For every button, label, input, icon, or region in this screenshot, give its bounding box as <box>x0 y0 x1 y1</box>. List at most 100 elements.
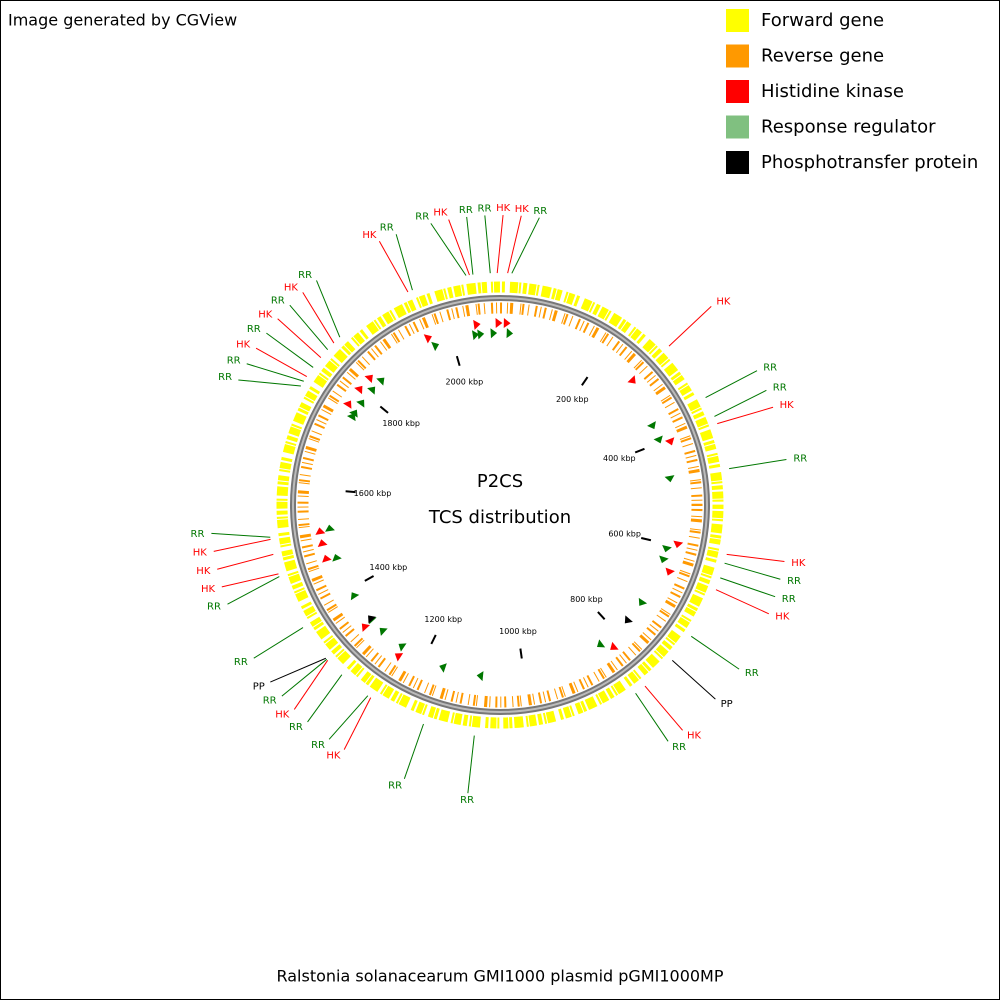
feature-mark <box>325 524 335 532</box>
feature-mark <box>315 527 326 535</box>
feature-label: RR <box>773 383 787 394</box>
feature-mark <box>638 597 648 606</box>
feature-label: RR <box>298 270 312 281</box>
callout-line <box>211 532 271 538</box>
legend-label: Histidine kinase <box>761 81 904 102</box>
feature-mark <box>506 328 514 339</box>
callout-line <box>403 723 424 779</box>
feature-mark <box>398 643 407 652</box>
feature-mark <box>379 627 388 636</box>
feature-mark <box>361 623 370 632</box>
tick-mark <box>634 447 645 454</box>
feature-mark <box>431 341 440 352</box>
legend-swatch <box>726 9 749 32</box>
legend-label: Reverse gene <box>761 46 884 67</box>
callout-line <box>255 347 308 378</box>
tick-mark <box>640 537 652 542</box>
feature-mark <box>627 375 636 384</box>
feature-mark <box>647 421 656 430</box>
callout-line <box>467 735 475 794</box>
feature-label: RR <box>227 355 241 366</box>
callout-line <box>289 304 329 350</box>
legend: Forward gene Reverse gene Histidine kinase… <box>726 9 978 174</box>
tick-label: 400 kbp <box>603 454 636 463</box>
tick-mark <box>345 490 356 494</box>
feature-mark <box>332 553 342 562</box>
callout-line <box>217 553 274 570</box>
feature-mark <box>664 475 675 483</box>
feature-label: RR <box>763 362 777 373</box>
feature-mark <box>346 413 356 422</box>
feature-mark <box>471 330 480 341</box>
feature-mark <box>673 540 684 549</box>
tick-label: 200 kbp <box>556 395 589 404</box>
callout-line <box>266 332 314 368</box>
callout-line <box>714 389 767 417</box>
feature-label: RR <box>478 203 492 214</box>
callout-line <box>302 292 335 344</box>
feature-label: RR <box>415 212 429 223</box>
callout-line <box>726 553 785 562</box>
tick-mark <box>455 355 461 367</box>
callout-line <box>246 363 304 382</box>
feature-label: RR <box>311 740 325 751</box>
feature-mark <box>659 555 669 564</box>
map-title: Ralstonia solanacearum GMI1000 plasmid p… <box>276 967 723 986</box>
callout-line <box>448 219 470 276</box>
callout-line <box>253 627 304 659</box>
feature-label: HK <box>275 709 290 720</box>
callout-line <box>729 459 787 470</box>
header: Image generated by CGView <box>8 11 237 30</box>
callout-line <box>715 589 770 615</box>
feature-mark <box>350 592 360 601</box>
feature-mark <box>664 437 675 446</box>
callout-line <box>705 370 758 398</box>
backbone-highlight <box>292 297 708 713</box>
tick-mark <box>430 634 437 645</box>
tick-label: 800 kbp <box>570 595 603 604</box>
feature-label: RR <box>388 780 402 791</box>
feature-label: RR <box>263 696 277 707</box>
callout-line <box>227 576 280 605</box>
feature-mark <box>376 377 385 386</box>
callout-line <box>328 695 369 740</box>
callout-line <box>511 217 540 274</box>
feature-label: HK <box>201 584 216 595</box>
tick-label: 1800 kbp <box>382 419 420 428</box>
feature-label: HK <box>775 611 790 622</box>
callout-line <box>221 573 279 588</box>
feature-label: HK <box>362 230 377 241</box>
feature-mark <box>503 318 511 329</box>
feature-label: HK <box>780 400 795 411</box>
feature-mark <box>490 328 498 339</box>
feature-label: HK <box>236 339 251 350</box>
callout-line <box>724 562 781 580</box>
feature-mark <box>349 409 358 418</box>
feature-label: RR <box>459 205 473 216</box>
feature-label: RR <box>234 657 248 668</box>
feature-label: RR <box>787 576 801 587</box>
feature-mark <box>364 374 373 383</box>
feature-mark <box>367 386 376 395</box>
feature-label: PP <box>253 681 265 692</box>
feature-mark <box>596 639 606 648</box>
feature-mark <box>662 544 672 553</box>
feature-label: HK <box>791 558 806 569</box>
feature-mark <box>653 435 663 444</box>
feature-label: HK <box>326 750 341 761</box>
center-label: P2CS <box>477 471 523 492</box>
tick-label: 1400 kbp <box>370 563 408 572</box>
feature-label: HK <box>515 204 530 215</box>
tick-label: 1200 kbp <box>424 615 462 624</box>
center-label: TCS distribution <box>428 507 571 528</box>
tick-mark <box>519 648 523 659</box>
legend-label: Phosphotransfer protein <box>761 152 978 173</box>
tick-mark <box>364 575 375 582</box>
feature-mark <box>495 318 503 329</box>
callout-line <box>316 280 341 338</box>
callout-line <box>238 379 301 387</box>
tick-mark <box>581 376 589 386</box>
feature-label: HK <box>716 297 731 308</box>
callout-line <box>466 216 474 275</box>
